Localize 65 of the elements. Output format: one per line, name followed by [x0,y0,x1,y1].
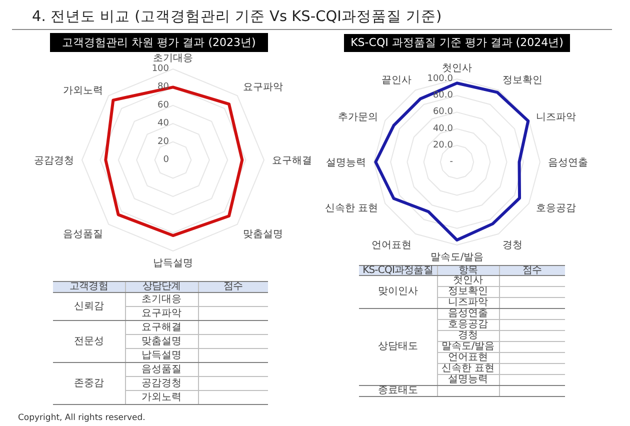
text: 가외노력 [142,392,182,403]
text: 경청 [458,330,478,341]
text: 신뢰감 [74,301,104,312]
text: 정보확인 [448,286,488,297]
spoke-label: 맞춤설명 [243,229,284,240]
text: 전문성 [74,336,104,347]
y-tick-label: 100 [152,64,170,74]
spoke-label: 납득설명 [153,258,193,270]
y-tick-label: 60.0 [432,107,454,118]
category-label: 점수 [198,281,268,292]
spoke-label: 신속한 표현 [325,203,378,214]
text: 맞이인사 [378,286,418,297]
spoke-label: 음성연출 [548,158,588,169]
spoke-label: 공감경청 [34,156,74,167]
category-label: 고객경험 [53,281,125,292]
text: 4. 전년도 비교 (고객경험관리 기준 Vs KS-CQI과정품질 기준) [32,8,442,26]
category-label: KS-CQI과정품질 [359,265,437,276]
spoke-label: 끝인사 [382,75,412,86]
y-tick-label: - [450,157,453,167]
text: 공감경청 [142,378,182,389]
chart-title: 고객경험관리 차원 평가 결과 (2023년) [50,33,268,52]
category-label: 점수 [499,265,565,276]
text: 상담태도 [378,341,418,352]
y-tick-label: 0 [163,155,170,165]
y-tick-label: 40 [158,118,170,129]
text: 음성품질 [142,364,182,375]
text: 음성연출 [448,308,488,319]
category-label: 항목 [437,265,499,276]
text: 초기대응 [142,294,182,305]
text: 호응공감 [448,319,488,330]
spoke-label: 음성품질 [62,229,103,240]
text: 설명능력 [448,374,488,385]
text: 요구해결 [142,322,182,333]
text: Copyright, All rights reserved. [18,413,146,423]
y-tick-label: 40.0 [432,124,454,134]
y-tick-label: 20.0 [432,140,454,150]
spoke-label: 경청 [502,240,522,251]
text: 맞춤설명 [142,336,182,347]
spoke-label: 요구해결 [272,156,312,167]
y-tick-label: 80.0 [432,90,454,101]
text: 첫인사 [453,275,483,286]
y-tick-label: 60 [158,100,170,110]
spoke-label: 요구파악 [243,82,284,93]
category-label: 상담단계 [125,281,198,292]
spoke-label: 초기대응 [153,53,193,64]
spoke-label: 첫인사 [442,63,472,74]
text: 언어표현 [448,352,488,363]
spoke-label: 설명능력 [326,158,366,169]
text: 존중감 [74,378,104,389]
y-tick-label: 20 [158,136,170,147]
spoke-label: 추가문의 [338,112,378,124]
text: 종료태도 [378,385,418,396]
text: 납득설명 [142,350,182,361]
spoke-label: 호응공감 [536,203,576,214]
spoke-label: 언어표현 [372,240,412,251]
spoke-label: 정보확인 [502,75,542,86]
text: 요구파악 [142,308,182,319]
spoke-label: 말속도/발음 [430,252,484,264]
text: 말속도/발음 [441,341,495,352]
text: 신속한 표현 [441,363,495,374]
chart-title: KS-CQI 과정품질 기준 평가 결과 (2024년) [344,34,570,52]
spoke-label: 니즈파악 [536,112,576,124]
y-tick-label: 100.0 [427,74,454,84]
text: 니즈파악 [448,297,488,308]
spoke-label: 가외노력 [62,86,103,97]
